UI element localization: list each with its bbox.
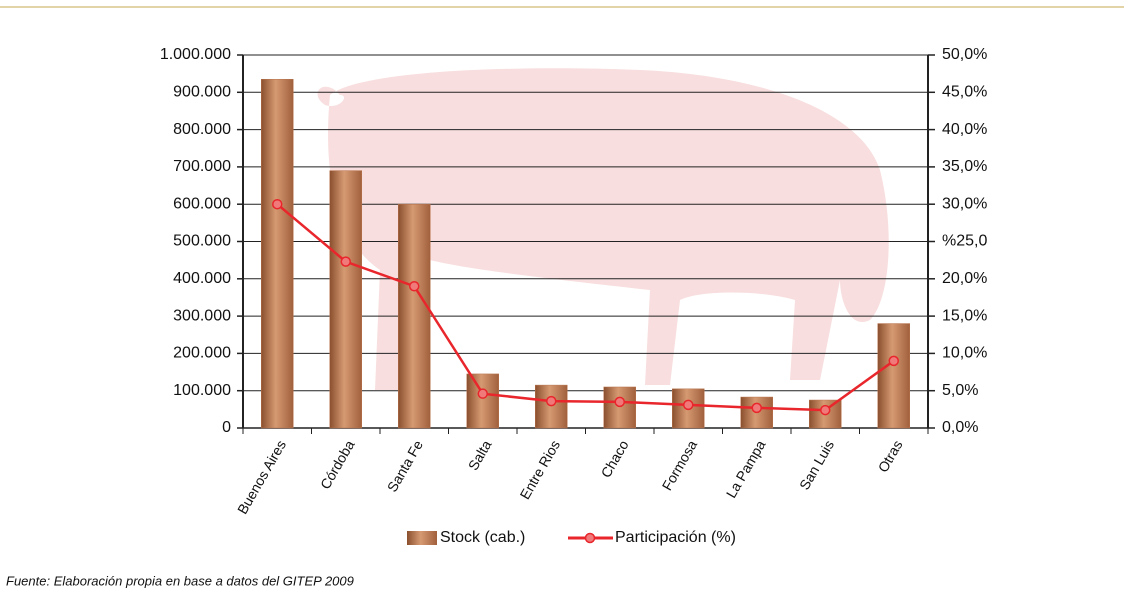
bar (535, 385, 567, 428)
line-marker (547, 397, 556, 406)
line-marker (341, 257, 350, 266)
y-tick-label: 400.000 (173, 270, 231, 287)
y2-tick-label: %25,0 (942, 233, 987, 250)
y2-tick-label: 20,0% (942, 270, 987, 287)
x-tick-label: Córdoba (317, 437, 358, 492)
line-marker (752, 403, 761, 412)
line-marker (889, 356, 898, 365)
y-tick-label: 600.000 (173, 195, 231, 212)
x-tick-label: Chaco (597, 437, 631, 480)
legend-label: Stock (cab.) (440, 529, 525, 546)
bar (398, 204, 430, 428)
y-tick-label: 900.000 (173, 84, 231, 101)
x-tick-label: Formosa (659, 437, 701, 493)
y2-tick-label: 5,0% (942, 382, 978, 399)
line-marker (478, 389, 487, 398)
bar (467, 374, 499, 428)
bar (330, 171, 362, 428)
y2-tick-label: 0,0% (942, 419, 978, 436)
legend-swatch (407, 531, 437, 545)
y2-tick-label: 50,0% (942, 46, 987, 63)
x-tick-label: San Luis (796, 437, 837, 492)
source-note: Fuente: Elaboración propia en base a dat… (6, 573, 354, 588)
line-marker (821, 406, 830, 415)
y2-tick-label: 10,0% (942, 345, 987, 362)
y2-tick-label: 35,0% (942, 158, 987, 175)
line-marker (410, 282, 419, 291)
legend-label: Participación (%) (615, 529, 736, 546)
y-tick-label: 500.000 (173, 233, 231, 250)
bar (878, 324, 910, 428)
x-tick-label: Salta (465, 437, 495, 473)
y-tick-label: 800.000 (173, 121, 231, 138)
legend-swatch-marker (586, 534, 595, 543)
y-tick-label: 0 (222, 419, 231, 436)
line-marker (273, 200, 282, 209)
y-tick-label: 700.000 (173, 158, 231, 175)
y-tick-label: 200.000 (173, 345, 231, 362)
bar (604, 387, 636, 428)
line-marker (615, 397, 624, 406)
x-tick-label: Otras (875, 437, 906, 475)
line-marker (684, 400, 693, 409)
y2-tick-label: 40,0% (942, 121, 987, 138)
chart: Fuente: Elaboración propia en base a dat… (0, 0, 1124, 594)
y-tick-label: 1.000.000 (160, 46, 231, 63)
x-tick-label: Santa Fe (384, 437, 426, 494)
x-tick-label: Entre Rios (517, 437, 564, 502)
y-tick-label: 300.000 (173, 307, 231, 324)
x-tick-label: Buenos Aires (234, 437, 289, 516)
bar (261, 79, 293, 428)
y2-tick-label: 45,0% (942, 84, 987, 101)
y2-tick-label: 30,0% (942, 195, 987, 212)
y2-tick-label: 15,0% (942, 307, 987, 324)
x-tick-label: La Pampa (723, 437, 769, 500)
y-tick-label: 100.000 (173, 382, 231, 399)
